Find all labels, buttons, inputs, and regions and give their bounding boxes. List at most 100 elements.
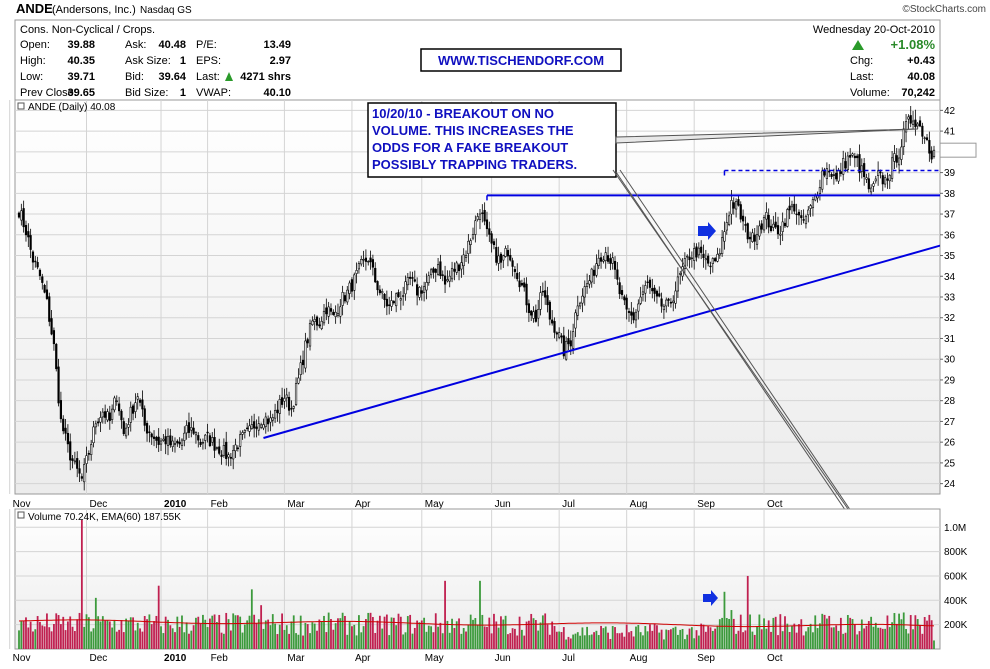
candle-body: [856, 155, 859, 159]
volume-bar: [611, 626, 614, 649]
candle-body: [546, 295, 549, 306]
candle-body: [651, 288, 654, 292]
price-tick-label: 41: [944, 127, 956, 138]
candle-body: [274, 410, 277, 419]
month-label: May: [425, 653, 444, 664]
volume-bar: [795, 632, 798, 649]
volume-bar: [760, 629, 763, 649]
stat-label: Volume:: [850, 87, 890, 99]
volume-bar: [497, 627, 500, 649]
candle-body: [267, 418, 270, 425]
stat-value: +0.43: [907, 55, 935, 67]
candle-body: [234, 444, 237, 452]
candle-body: [925, 137, 929, 140]
month-label: 2010: [164, 499, 187, 510]
volume-bar: [220, 632, 223, 649]
volume-bar: [253, 614, 256, 649]
volume-bar: [569, 638, 572, 649]
price-tick-label: 26: [944, 438, 956, 449]
month-label: Mar: [287, 499, 305, 510]
candle-body: [641, 291, 645, 295]
volume-bar: [125, 618, 127, 649]
volume-bar: [183, 632, 186, 649]
candle-body: [497, 255, 500, 264]
stats-right: P/E: 13.49 EPS: 2.97 Last: 4271 shrs VWAP: 40.1…: [196, 39, 291, 99]
candle-body: [776, 225, 780, 235]
volume-bar: [777, 635, 779, 649]
volume-bar: [500, 616, 502, 649]
candle-body: [76, 458, 79, 469]
volume-tick-label: 400K: [944, 596, 968, 607]
volume-bar: [586, 626, 588, 649]
candle-body: [187, 422, 191, 433]
candle-body: [329, 308, 333, 312]
candle-body: [260, 424, 263, 428]
candle-body: [872, 183, 875, 187]
candle-body: [304, 340, 307, 369]
stats-far: Chg: +0.43 Last: 40.08 Volume: 70,242: [850, 55, 935, 99]
candle-body: [581, 295, 584, 304]
stat-label: VWAP:: [196, 87, 231, 99]
volume-bar: [330, 619, 332, 649]
candle-body: [220, 454, 223, 457]
candle-body: [152, 436, 156, 439]
price-tick-label: 31: [944, 334, 956, 345]
volume-bar: [115, 631, 118, 649]
volume-bar: [455, 621, 458, 649]
trendlines: [263, 169, 940, 439]
candle-body: [886, 178, 889, 181]
website-box[interactable]: WWW.TISCHENDORF.COM: [420, 48, 622, 72]
month-label: Jun: [495, 653, 511, 664]
candle-body: [166, 435, 170, 446]
volume-bar: [625, 624, 628, 649]
candle-body: [441, 274, 444, 276]
candle-body: [390, 300, 393, 307]
volume-bar: [551, 621, 554, 649]
volume-bar: [479, 580, 481, 649]
volume-bar: [858, 631, 861, 649]
candle-body: [755, 234, 759, 245]
volume-bar: [418, 622, 421, 649]
candle-body: [807, 209, 810, 216]
volume-bar: [548, 634, 551, 649]
candle-body: [548, 301, 551, 320]
candle-body: [173, 443, 177, 445]
candle-body: [616, 269, 619, 280]
volume-bar: [432, 632, 435, 649]
volume-bar: [588, 635, 591, 649]
candle-body: [674, 290, 677, 304]
volume-bar: [907, 633, 910, 649]
volume-bar: [686, 634, 689, 649]
candle-body: [606, 255, 610, 262]
volume-bar: [483, 626, 486, 649]
candle-body: [471, 234, 475, 239]
candle-body: [758, 225, 761, 237]
candle-body: [704, 258, 707, 261]
candle-body: [504, 248, 507, 257]
candle-body: [723, 231, 726, 242]
volume-bar: [176, 616, 179, 649]
candle-body: [222, 445, 225, 456]
candle-body: [767, 214, 770, 228]
candle-body: [877, 170, 880, 176]
volume-bar: [420, 620, 423, 649]
volume-bar: [714, 628, 717, 649]
candle-body: [236, 447, 239, 450]
candle-body: [748, 236, 752, 240]
candle-body: [488, 228, 491, 235]
candle-body: [895, 155, 898, 163]
volume-bar: [595, 630, 598, 649]
volume-bar: [411, 633, 414, 649]
volume-bar: [604, 626, 607, 649]
volume-bar: [234, 615, 237, 649]
volume-bar: [651, 630, 654, 649]
volume-bar: [62, 616, 65, 649]
annotation-line-2: VOLUME. THIS INCREASES THE: [372, 123, 574, 138]
volume-bar: [41, 625, 44, 649]
volume-bar: [676, 634, 679, 649]
volume-bar: [458, 618, 460, 649]
price-tick-label: 36: [944, 230, 956, 241]
volume-bar: [171, 628, 174, 649]
price-tick-label: 34: [944, 272, 956, 283]
